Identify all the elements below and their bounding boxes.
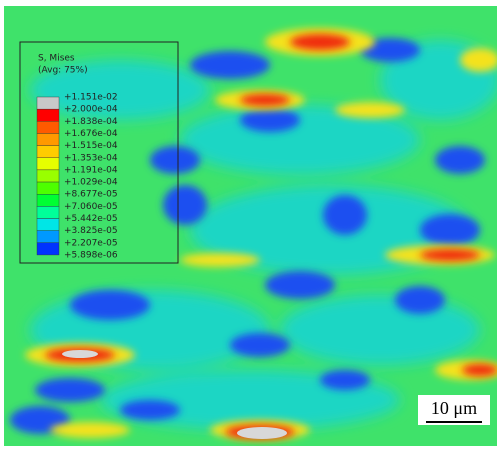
legend-title: S, Mises [38,54,75,64]
legend-label: +2.000e-04 [64,105,118,115]
legend-swatch [37,158,59,170]
legend-swatch [37,97,59,109]
legend-swatch [37,133,59,145]
legend-label: +1.029e-04 [64,178,118,188]
legend-label: +1.676e-04 [64,129,118,139]
legend-label: +1.353e-04 [64,153,118,163]
legend-swatch [37,109,59,121]
legend-label: +3.825e-05 [64,226,118,236]
legend-label: +5.442e-05 [64,214,118,224]
legend-label: +5.898e-06 [64,250,118,260]
legend-swatch [37,146,59,158]
legend-label: +1.515e-04 [64,141,118,151]
contour-image: S, Mises (Avg: 75%) +1.151e-02 +2.000e-04… [0,0,499,451]
peak-region [62,350,98,358]
legend-label: +1.151e-02 [64,93,118,103]
legend-label: +7.060e-05 [64,202,118,212]
scale-bar-label: 10 μm [431,398,477,418]
legend-subtitle: (Avg: 75%) [38,66,88,76]
legend-swatch [37,194,59,206]
legend-swatch [37,121,59,133]
legend-label: +8.677e-05 [64,190,118,200]
legend-swatch [37,219,59,231]
legend-label: +1.191e-04 [64,165,118,175]
legend-label: +1.838e-04 [64,117,118,127]
legend-swatch [37,231,59,243]
legend-swatch [37,243,59,255]
legend-swatch [37,182,59,194]
legend-label: +2.207e-05 [64,238,118,248]
legend-swatch [37,206,59,218]
peak-region [237,427,287,439]
legend-swatch [37,170,59,182]
